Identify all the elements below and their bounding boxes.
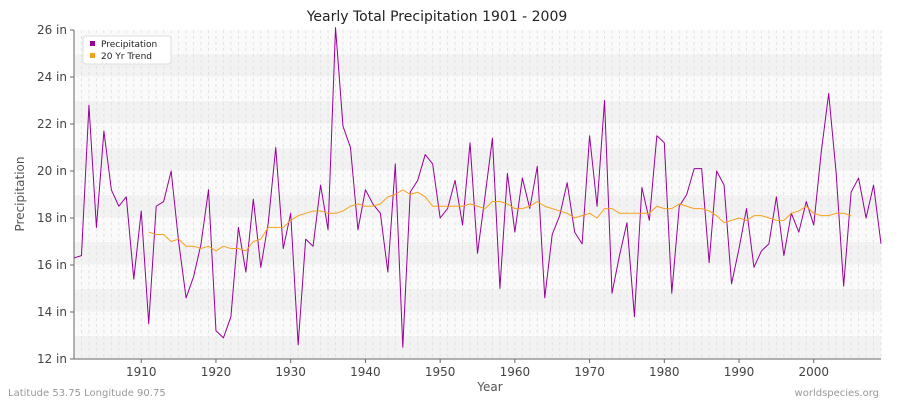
x-tick-label: 1910	[126, 365, 157, 379]
chart-title: Yearly Total Precipitation 1901 - 2009	[306, 9, 568, 25]
legend: Precipitation 20 Yr Trend	[82, 35, 172, 65]
footer-source: worldspecies.org	[795, 388, 879, 399]
precipitation-line	[73, 27, 882, 348]
y-tick-label: 16 in	[37, 258, 67, 272]
series-lines	[73, 27, 882, 348]
axes	[73, 30, 881, 360]
legend-label-trend: 20 Yr Trend	[101, 52, 152, 62]
legend-label-precipitation: Precipitation	[101, 40, 157, 50]
legend-swatch-precipitation	[90, 41, 95, 46]
x-tick-label: 1940	[350, 365, 381, 379]
x-tick-label: 1990	[724, 365, 755, 379]
y-tick-label: 22 in	[37, 117, 67, 131]
y-tick-label: 18 in	[37, 211, 67, 225]
plot-band	[74, 335, 881, 359]
y-axis-label: Precipitation	[13, 156, 27, 231]
y-tick-label: 26 in	[37, 23, 67, 37]
grid-lines	[74, 29, 882, 359]
legend-box	[82, 35, 172, 65]
plot-band	[74, 77, 881, 101]
y-tick-label: 12 in	[37, 352, 67, 366]
y-tick-label: 20 in	[37, 164, 67, 178]
y-tick-label: 24 in	[37, 70, 67, 84]
x-tick-label: 1920	[201, 365, 232, 379]
x-tick-label: 1960	[500, 365, 531, 379]
x-tick-label: 1950	[425, 365, 456, 379]
x-tick-label: 2000	[798, 365, 829, 379]
y-tick-labels: 12 in 14 in 16 in 18 in 20 in 22 in 24 in 26 in	[37, 23, 74, 366]
plot-band	[74, 312, 881, 336]
plot-band	[74, 53, 881, 77]
trend-line	[148, 189, 852, 252]
plot-band	[74, 30, 881, 54]
x-tick-label: 1980	[649, 365, 680, 379]
x-tick-label: 1930	[275, 365, 306, 379]
footer-coordinates: Latitude 53.75 Longitude 90.75	[8, 388, 166, 399]
x-axis-label: Year	[476, 380, 502, 394]
x-tick-label: 1970	[574, 365, 605, 379]
plot-band	[74, 124, 881, 148]
plot-band	[74, 100, 881, 124]
x-tick-labels: 1910 1920 1930 1940 1950 1960 1970 1980 1990 2000	[126, 359, 829, 379]
y-tick-label: 14 in	[37, 305, 67, 319]
legend-swatch-trend	[90, 53, 95, 58]
